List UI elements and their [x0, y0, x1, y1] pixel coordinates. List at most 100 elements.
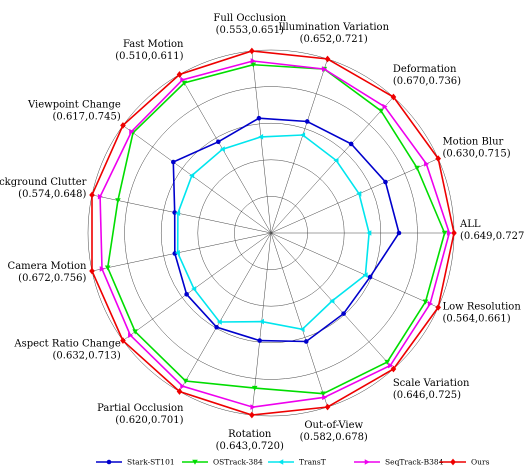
axis-label: Deformation (0.670,0.736) — [393, 64, 461, 87]
axis-label-name: Viewpoint Change — [27, 100, 121, 111]
series-point-stark-st101 — [341, 311, 346, 316]
series-point-ours — [120, 122, 126, 129]
axis-label: Background Clutter(0.574,0.648) — [0, 177, 87, 200]
series-point-seqtrack-b384 — [427, 301, 433, 307]
legend-marker-stark-st101 — [106, 459, 112, 465]
series-point-stark-st101 — [184, 291, 189, 297]
series-point-ours — [176, 71, 183, 78]
series-point-ours — [89, 267, 95, 275]
legend-marker-transt — [278, 459, 284, 465]
series-point-seqtrack-b384 — [99, 266, 105, 272]
series-point-ours — [390, 365, 397, 373]
axis-label-name: Aspect Ratio Change — [13, 338, 121, 349]
series-point-ours — [249, 47, 255, 55]
axis-label-name: Full Occlusion — [213, 13, 286, 24]
grid-spoke — [270, 58, 328, 234]
series-point-ostrack-384 — [182, 378, 189, 384]
axis-label-range: (0.672,0.756) — [18, 273, 86, 284]
series-line-transt — [176, 134, 370, 331]
axis-label: Full Occlusion (0.553,0.651) — [213, 13, 286, 36]
series-point-seqtrack-b384 — [250, 58, 256, 64]
axis-label-range: (0.632,0.713) — [53, 350, 121, 361]
series-point-transt — [258, 134, 264, 140]
series-point-ours — [435, 155, 441, 162]
series-point-transt — [191, 286, 197, 292]
series-point-ours — [249, 411, 255, 419]
axis-label-range: (0.574,0.648) — [18, 189, 86, 200]
axis-label-range: (0.643,0.720) — [216, 441, 284, 452]
series-point-ostrack-384 — [181, 80, 188, 86]
axis-label: Scale Variation (0.646,0.725) — [393, 378, 470, 401]
series-point-seqtrack-b384 — [250, 404, 256, 410]
axis-label-name: Camera Motion — [8, 261, 87, 272]
series-point-ostrack-384 — [251, 385, 258, 391]
series-point-ours — [435, 304, 441, 311]
grid-spoke — [179, 232, 272, 392]
grid-spoke — [122, 232, 272, 341]
series-point-stark-st101 — [171, 159, 176, 165]
series-point-seqtrack-b384 — [388, 362, 394, 369]
axis-label-range: (0.582,0.678) — [300, 432, 368, 443]
grid-spoke — [270, 232, 439, 308]
grid-spoke — [122, 125, 272, 234]
legend: Stark-ST101 OSTrack-384 TransT SeqTrack-B38… — [96, 458, 490, 467]
series-point-stark-st101 — [214, 324, 219, 330]
series-point-transt — [174, 250, 180, 256]
series-point-ostrack-384 — [441, 230, 448, 236]
axis-label-range: (0.652,0.721) — [300, 34, 368, 45]
axis-label-name: Partial Occlusion — [97, 403, 184, 414]
series-point-transt — [300, 132, 306, 138]
axis-label-name: ALL — [459, 219, 481, 230]
series-point-ours — [324, 403, 331, 411]
axis-label-range: (0.617,0.745) — [53, 112, 121, 123]
axis-label-range: (0.510,0.611) — [115, 51, 183, 62]
series-point-ostrack-384 — [115, 198, 121, 204]
axis-label-range: (0.564,0.661) — [442, 314, 510, 325]
series-point-stark-st101 — [303, 339, 309, 344]
axis-label-name: Deformation — [393, 64, 457, 75]
series-point-seqtrack-b384 — [424, 161, 430, 167]
series-point-transt — [362, 272, 368, 278]
series-point-ours — [176, 388, 183, 395]
series-point-transt — [175, 210, 181, 217]
series-point-transt — [216, 319, 222, 325]
series-point-stark-st101 — [304, 119, 310, 124]
series-point-transt — [258, 318, 264, 325]
series-point-stark-st101 — [348, 141, 354, 147]
series-point-seqtrack-b384 — [322, 66, 328, 72]
axis-label-name: Motion Blur — [442, 136, 503, 147]
legend-marker-ours — [450, 458, 456, 466]
series-point-seqtrack-b384 — [128, 332, 134, 339]
axis-label-range: (0.630,0.715) — [442, 148, 510, 159]
axis-label: Out-of-View (0.582,0.678) — [300, 420, 368, 443]
axis-label-range: (0.646,0.725) — [393, 390, 461, 401]
axis-label-name: Scale Variation — [393, 378, 470, 389]
series-point-ostrack-384 — [104, 265, 111, 271]
axis-labels: ALL (0.649,0.727) Motion Blur (0.630,0.715)… — [0, 13, 525, 452]
series-point-seqtrack-b384 — [97, 193, 103, 200]
series-point-transt — [329, 298, 335, 304]
axis-label: Illumination Variation (0.652,0.721) — [278, 22, 389, 45]
axis-label: ALL (0.649,0.727) — [459, 219, 525, 242]
series-point-seqtrack-b384 — [447, 230, 453, 236]
series-point-stark-st101 — [396, 230, 402, 236]
series-point-stark-st101 — [216, 139, 221, 145]
axis-label-range: (0.670,0.736) — [393, 76, 461, 87]
axis-label: Viewpoint Change (0.617,0.745) — [27, 100, 121, 123]
series-point-ostrack-384 — [414, 165, 420, 171]
axis-label: Motion Blur (0.630,0.715) — [442, 136, 510, 159]
legend-label-stark-st101: Stark-ST101 — [127, 458, 175, 467]
series-point-seqtrack-b384 — [180, 76, 186, 83]
axis-label-range: (0.620,0.701) — [115, 415, 183, 426]
axis-label-name: Fast Motion — [123, 39, 184, 50]
series-point-ours — [120, 337, 126, 344]
series-layer — [89, 47, 457, 419]
grid-spoke — [270, 232, 328, 408]
legend-label-seqtrack-b384: SeqTrack-B384 — [385, 458, 444, 467]
series-point-seqtrack-b384 — [322, 394, 328, 401]
grid-spoke — [179, 74, 272, 234]
legend-marker-ostrack-384 — [192, 459, 198, 465]
axis-label: Partial Occlusion (0.620,0.701) — [97, 403, 184, 426]
legend-marker-seqtrack-b384 — [364, 459, 370, 465]
